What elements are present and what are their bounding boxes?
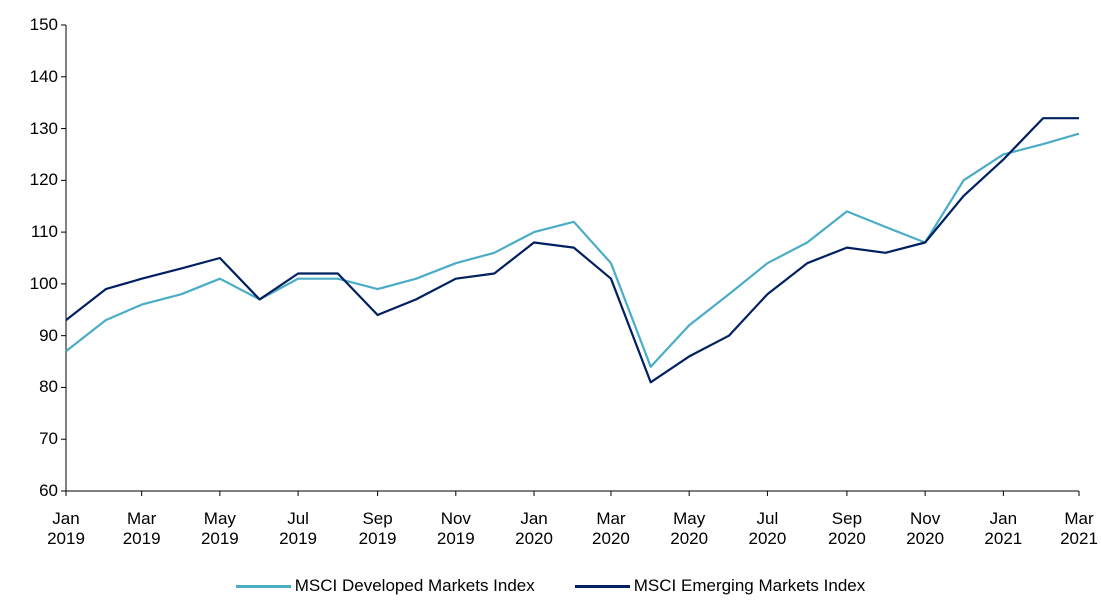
- legend-label: MSCI Emerging Markets Index: [633, 576, 866, 595]
- x-tick-label: Sep 2019: [358, 509, 397, 548]
- y-tick-label: 110: [30, 222, 58, 242]
- legend-swatch: [574, 584, 630, 588]
- legend-swatch: [235, 584, 291, 588]
- x-tick-label: May 2020: [670, 509, 709, 548]
- x-tick-label: Nov 2019: [436, 509, 475, 548]
- y-tick-label: 130: [29, 118, 58, 138]
- series-line: [65, 132, 1080, 368]
- y-tick-label: 80: [39, 377, 58, 397]
- x-tick-label: Jul 2019: [279, 509, 317, 548]
- y-tick-label: 120: [29, 170, 58, 190]
- x-tick-label: Mar 2021: [1060, 509, 1098, 548]
- y-tick-label: 70: [39, 429, 58, 449]
- x-tick-label: Mar 2019: [122, 509, 161, 548]
- legend: MSCI Developed Markets Index MSCI Emergin…: [0, 576, 1101, 596]
- y-tick-label: 100: [29, 273, 58, 293]
- y-tick-label: 60: [39, 481, 58, 500]
- x-tick-label: Mar 2020: [592, 509, 630, 548]
- x-tick-label: May 2019: [200, 509, 239, 548]
- x-tick-label: Jan 2021: [984, 509, 1023, 548]
- legend-label: MSCI Developed Markets Index: [294, 576, 535, 595]
- x-tick-label: Jan 2019: [47, 509, 85, 548]
- y-tick-label: 140: [29, 66, 58, 86]
- x-tick-label: Jul 2020: [748, 509, 787, 548]
- x-tick-label: Nov 2020: [906, 509, 945, 548]
- legend-item: MSCI Developed Markets Index: [235, 576, 535, 596]
- y-tick-label: 90: [39, 325, 58, 345]
- legend-item: MSCI Emerging Markets Index: [574, 576, 866, 596]
- series-line: [65, 117, 1079, 384]
- x-tick-label: Jan 2020: [515, 509, 553, 548]
- y-tick-label: 150: [29, 15, 58, 34]
- x-tick-label: Sep 2020: [827, 509, 866, 548]
